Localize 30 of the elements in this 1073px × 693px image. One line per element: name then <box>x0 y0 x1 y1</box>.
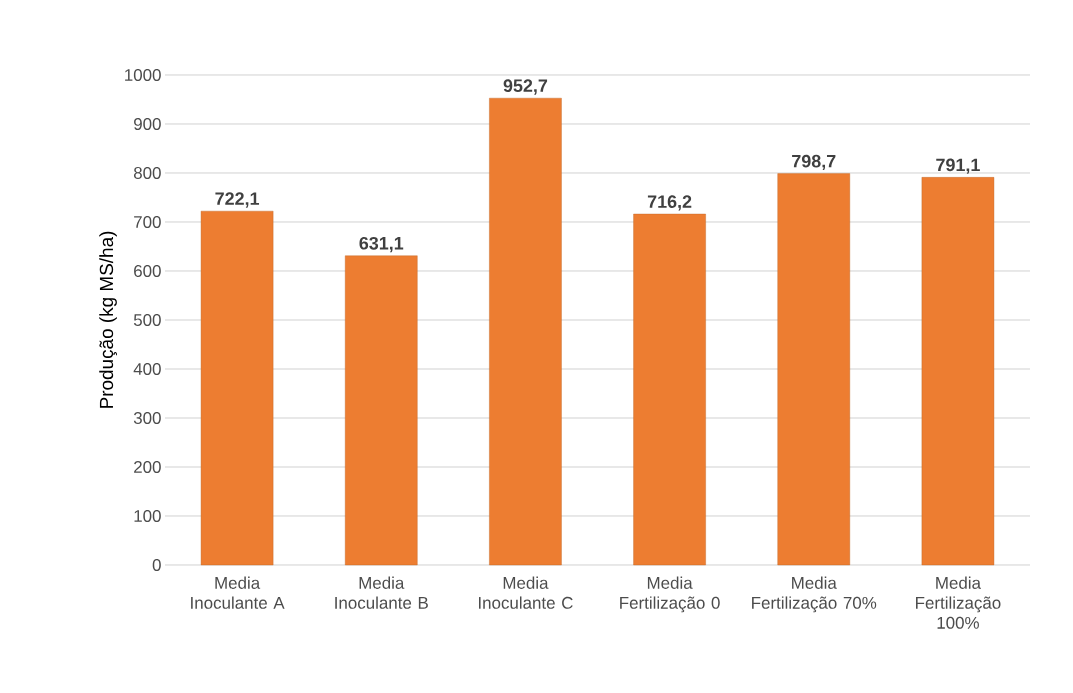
y-tick-label: 500 <box>133 313 161 326</box>
data-label: 952,7 <box>503 79 548 95</box>
data-label: 722,1 <box>215 192 260 208</box>
y-tick-label: 0 <box>152 558 161 571</box>
bar <box>345 255 418 566</box>
y-tick-label: 900 <box>134 117 161 130</box>
bar <box>777 173 850 566</box>
y-tick-label: 700 <box>134 215 161 228</box>
x-tick-label: Media Fertilização 0 <box>620 576 720 613</box>
bar <box>200 210 274 566</box>
data-label: 791,1 <box>936 158 980 174</box>
y-tick-label: 200 <box>134 460 161 473</box>
data-label: 631,1 <box>359 236 404 253</box>
bar <box>921 177 995 566</box>
y-tick-label: 300 <box>133 411 161 424</box>
x-tick-label: Media Fertilização 70% <box>752 576 877 613</box>
x-tick-label: Media Inoculante C <box>478 576 573 609</box>
x-tick-label: Media Fertilização 100% <box>916 576 1001 629</box>
data-label: 798,7 <box>792 154 836 171</box>
x-tick-label: Media Inoculante A <box>191 576 285 609</box>
y-tick-label: 800 <box>133 166 161 179</box>
y-axis-title: Produção (kg MS/ha) <box>99 231 117 408</box>
y-tick-label: 1000 <box>125 68 161 81</box>
y-tick-label: 400 <box>133 362 161 375</box>
y-tick-label: 100 <box>134 509 161 522</box>
bar <box>489 97 562 566</box>
data-label: 716,2 <box>647 195 692 211</box>
y-tick-label: 600 <box>134 264 161 277</box>
x-tick-label: Media Inoculante B <box>335 576 428 609</box>
bar <box>633 213 706 566</box>
